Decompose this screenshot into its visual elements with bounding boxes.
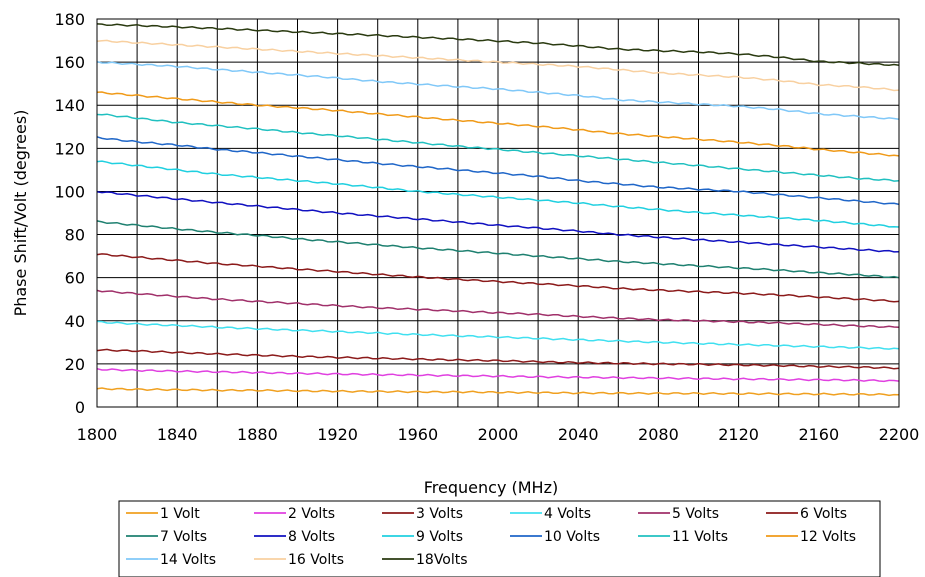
x-tick-label: 1800 xyxy=(77,425,118,444)
series-line xyxy=(96,160,900,228)
legend-entry: 1 Volt xyxy=(160,506,200,522)
grid-lines xyxy=(96,18,900,408)
legend-entry: 5 Volts xyxy=(672,506,719,522)
x-tick-label: 2200 xyxy=(879,425,920,444)
x-axis-label: Frequency (MHz) xyxy=(424,478,558,497)
legend-entry: 4 Volts xyxy=(544,506,591,522)
x-tick-label: 1840 xyxy=(157,425,198,444)
legend-entry: 16 Volts xyxy=(288,552,344,568)
series-line xyxy=(96,91,900,157)
legend-entry: 6 Volts xyxy=(800,506,847,522)
series-line xyxy=(96,289,900,329)
series-line xyxy=(96,348,900,370)
x-tick-label: 1920 xyxy=(317,425,358,444)
legend-entry: 3 Volts xyxy=(416,506,463,522)
series-line xyxy=(96,60,900,120)
x-tick-label: 2080 xyxy=(638,425,679,444)
y-axis-ticks: 0 20 40 60 80 100 120 140 160 180 xyxy=(54,10,85,417)
series-line xyxy=(96,113,900,182)
series-line xyxy=(96,220,900,279)
legend-entry: 7 Volts xyxy=(160,529,207,545)
y-tick-label: 100 xyxy=(54,182,85,201)
series-line xyxy=(96,320,900,350)
y-tick-label: 60 xyxy=(65,269,85,288)
x-tick-label: 1960 xyxy=(397,425,438,444)
legend-entry: 14 Volts xyxy=(160,552,216,568)
x-tick-label: 2160 xyxy=(798,425,839,444)
x-tick-label: 2120 xyxy=(718,425,759,444)
y-tick-label: 160 xyxy=(54,53,85,72)
x-axis-ticks: 1800 1840 1880 1920 1960 2000 2040 2080 2120 2160… xyxy=(77,425,920,444)
y-tick-label: 140 xyxy=(54,96,85,115)
x-tick-label: 2000 xyxy=(478,425,519,444)
y-tick-label: 120 xyxy=(54,139,85,158)
legend-box xyxy=(118,500,881,577)
y-tick-label: 40 xyxy=(65,312,85,331)
series-line xyxy=(96,39,900,92)
y-tick-label: 80 xyxy=(65,226,85,245)
legend-entry: 9 Volts xyxy=(416,529,463,545)
y-axis-label: Phase Shift/Volt (degrees) xyxy=(11,110,30,317)
series-line xyxy=(96,367,900,383)
legend: 1 Volt 2 Volts 3 Volts 4 Volts 5 Volts 6 Volt… xyxy=(118,500,881,577)
y-tick-label: 20 xyxy=(65,355,85,374)
legend-entry: 12 Volts xyxy=(800,529,856,545)
y-tick-label: 180 xyxy=(54,10,85,29)
legend-entry: 11 Volts xyxy=(672,529,728,545)
legend-entry: 8 Volts xyxy=(288,529,335,545)
series-line xyxy=(96,136,900,206)
series-line xyxy=(96,190,900,253)
series-line xyxy=(96,253,900,303)
series-line xyxy=(96,23,900,67)
y-tick-label: 0 xyxy=(75,398,85,417)
legend-entry: 10 Volts xyxy=(544,529,600,545)
plot-area-frame xyxy=(96,18,900,408)
series-line xyxy=(96,387,900,397)
legend-entry: 2 Volts xyxy=(288,506,335,522)
legend-entry: 18Volts xyxy=(416,552,468,568)
series-lines xyxy=(96,23,900,397)
x-tick-label: 2040 xyxy=(558,425,599,444)
x-tick-label: 1880 xyxy=(237,425,278,444)
